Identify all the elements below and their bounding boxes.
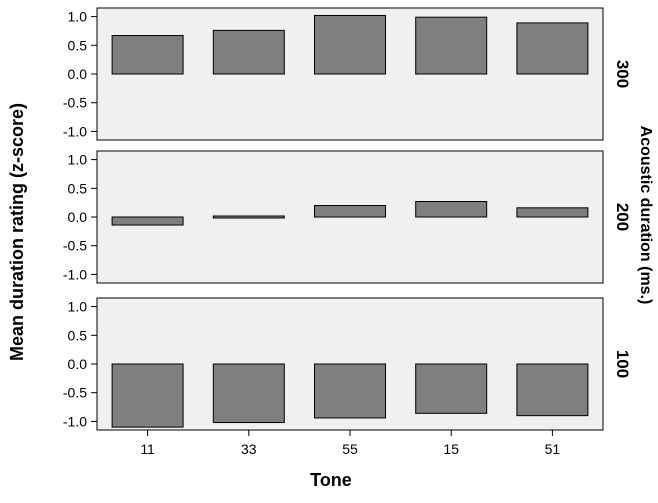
bar-11 [111,363,184,428]
bar-15 [415,201,488,218]
bar-11 [111,216,184,226]
panel-200: 1.0 0.5 0.0 -0.5 -1.0 200 [63,150,632,284]
panel-label-200: 200 [613,203,632,231]
x-tick-label: 33 [241,441,257,457]
y-axis-title: Mean duration rating (z-score) [7,103,27,361]
y-tick-label: 0.0 [68,356,88,372]
bar-55 [314,205,386,218]
x-axis: 11 33 55 15 51 [140,430,560,457]
x-axis-title: Tone [310,470,352,490]
x-tick-label: 11 [140,441,155,457]
y-tick-label: 1.0 [68,152,88,168]
y-tick-label: 1.0 [68,9,88,25]
bar-33 [212,29,285,75]
panel-label-300: 300 [613,60,632,88]
bar-55 [314,14,386,75]
panel-100: 1.0 0.5 0.0 -0.5 -1.0 100 [63,297,632,431]
x-tick-label: 15 [443,441,459,457]
y-tick-label: -1.0 [63,123,87,139]
bar-51 [516,363,589,417]
panel-300: 1.0 0.5 0.0 -0.5 -1.0 300 [63,7,632,141]
bar-51 [516,22,589,75]
bar-11 [111,35,184,75]
y-tick-label: 0.0 [68,66,88,82]
bar-55 [314,363,386,419]
panels: 1.0 0.5 0.0 -0.5 -1.0 300 1.0 0.5 0.0 -0.5 -1.0 200… [63,7,632,431]
x-tick-label: 55 [342,441,358,457]
y-tick-label: 0.0 [68,209,88,225]
y-tick-label: 0.5 [68,327,88,343]
bar-33 [212,363,285,424]
y-tick-label: 1.0 [68,299,88,315]
panel-label-100: 100 [613,350,632,378]
y-tick-label: -1.0 [63,266,87,282]
facet-axis-title: Acoustic duration (ms.) [637,126,654,305]
y-tick-label: -0.5 [63,385,87,401]
y-tick-label: 0.5 [68,37,88,53]
bar-33 [212,215,285,219]
y-tick-label: -0.5 [63,95,87,111]
y-tick-label: -1.0 [63,413,87,429]
y-tick-label: -0.5 [63,238,87,254]
x-tick-label: 51 [545,441,561,457]
y-tick-label: 0.5 [68,180,88,196]
bar-15 [415,363,488,414]
bar-51 [516,207,589,218]
bar-15 [415,16,488,75]
